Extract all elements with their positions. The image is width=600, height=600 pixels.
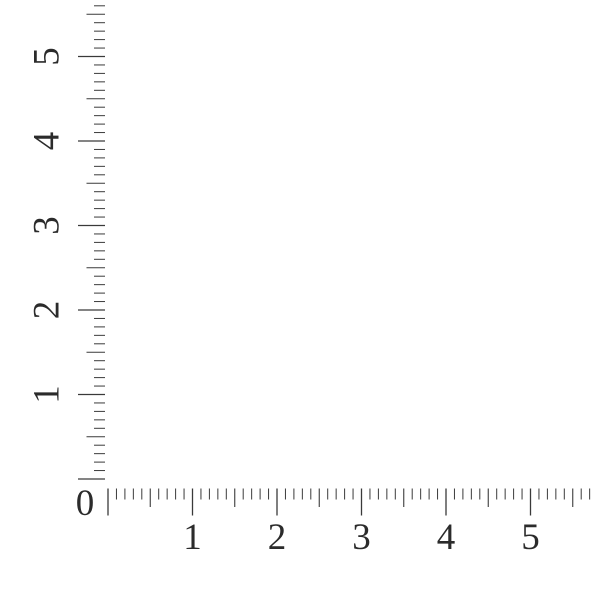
- svg-text:3: 3: [26, 216, 67, 235]
- svg-text:0: 0: [76, 483, 95, 524]
- svg-text:5: 5: [26, 47, 67, 66]
- svg-text:1: 1: [183, 517, 202, 558]
- svg-text:4: 4: [26, 132, 67, 151]
- svg-text:5: 5: [521, 517, 540, 558]
- svg-text:4: 4: [437, 517, 456, 558]
- svg-text:2: 2: [26, 301, 67, 320]
- svg-text:1: 1: [26, 385, 67, 404]
- svg-text:2: 2: [268, 517, 287, 558]
- svg-text:3: 3: [352, 517, 371, 558]
